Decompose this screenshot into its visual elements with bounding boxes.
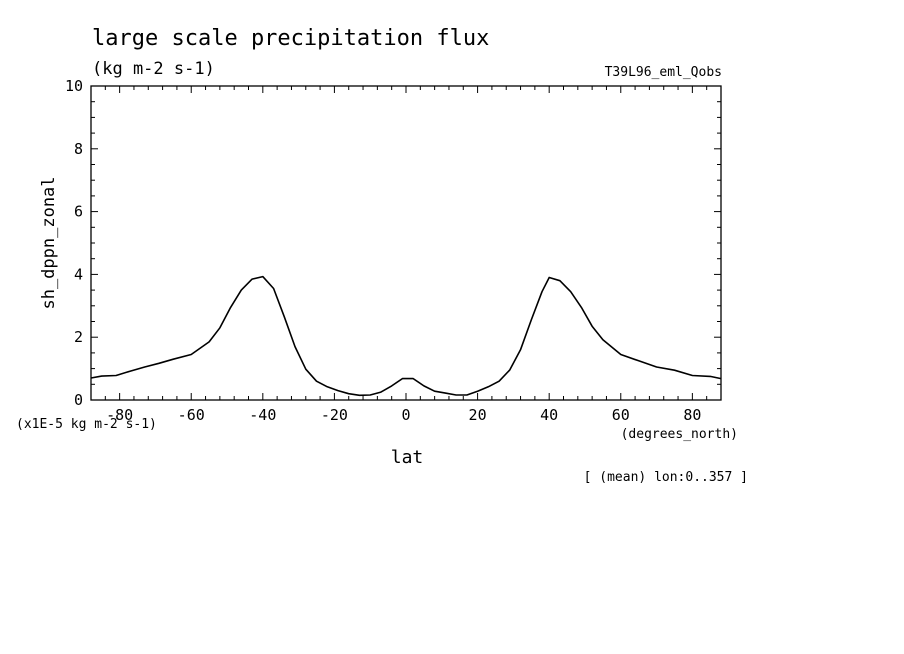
x-tick-label: 80 (683, 406, 701, 424)
x-tick-label: 0 (401, 406, 410, 424)
y-axis-label: sh_dppn_zonal (39, 176, 59, 309)
y-tick-label: 10 (65, 77, 83, 95)
series-line (90, 275, 722, 397)
y-tick-label: 0 (74, 391, 83, 409)
chart-units-subtitle: (kg m-2 s-1) (92, 59, 215, 79)
x-tick-label: -20 (321, 406, 348, 424)
plot-frame (90, 85, 722, 401)
x-axis-label: lat (391, 447, 424, 468)
y-tick-label: 4 (74, 265, 83, 283)
tick-marks (91, 85, 721, 401)
footer-note: [ (mean) lon:0..357 ] (584, 470, 748, 485)
y-scale-note: (x1E-5 kg m-2 s-1) (16, 417, 157, 432)
y-tick-label: 6 (74, 203, 83, 221)
x-tick-label: -80 (106, 406, 133, 424)
x-units-label: (degrees_north) (621, 427, 738, 442)
x-tick-labels: -80 -60 -40 -20 0 20 40 60 80 (106, 406, 701, 424)
x-tick-label: 20 (469, 406, 487, 424)
run-label: T39L96_eml_Qobs (605, 65, 722, 80)
x-tick-label: 60 (612, 406, 630, 424)
x-tick-label: -60 (178, 406, 205, 424)
chart-title: large scale precipitation flux (92, 26, 489, 51)
y-tick-label: 8 (74, 140, 83, 158)
y-tick-labels: 0 2 4 6 8 10 (65, 77, 83, 409)
y-tick-label: 2 (74, 328, 83, 346)
x-tick-label: -40 (249, 406, 276, 424)
x-tick-label: 40 (540, 406, 558, 424)
